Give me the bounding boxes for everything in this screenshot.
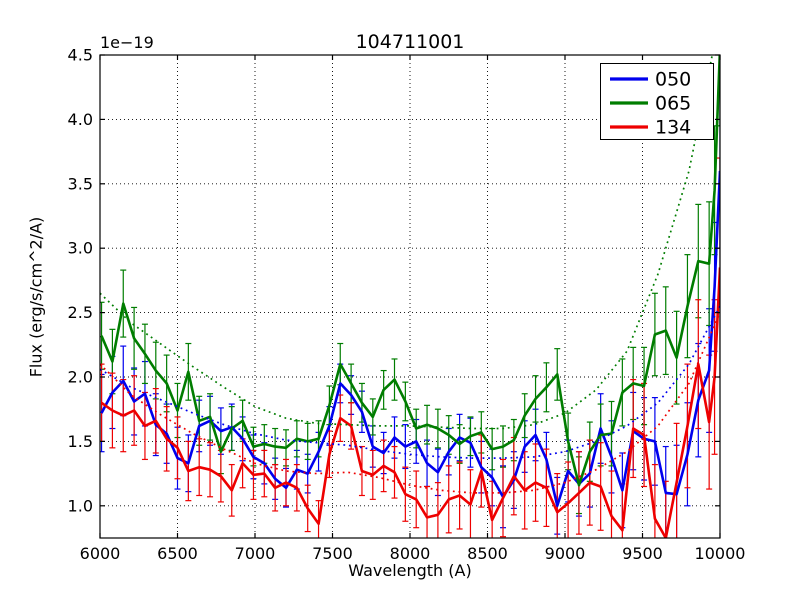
tick-marks	[99, 54, 721, 538]
x-tick-label: 10000	[695, 544, 746, 563]
x-tick-label: 9000	[545, 544, 586, 563]
y-tick-labels: 1.0 1.5 2.0 2.5 3.0 3.5 4.0 4.5	[68, 46, 93, 516]
x-tick-label: 7000	[235, 544, 276, 563]
y-tick-label: 3.0	[68, 239, 93, 258]
y-tick-label: 4.5	[68, 46, 93, 65]
x-axis-label: Wavelength (A)	[348, 561, 472, 580]
x-tick-label: 9500	[622, 544, 663, 563]
legend-label-134: 134	[655, 117, 691, 139]
y-tick-label: 1.5	[68, 432, 93, 451]
chart-title: 104711001	[355, 31, 465, 53]
model-line-134-model	[100, 312, 720, 494]
x-tick-label: 8000	[390, 544, 431, 563]
legend-label-065: 065	[655, 93, 691, 115]
y-tick-label: 3.5	[68, 174, 93, 193]
y-tick-label: 2.5	[68, 303, 93, 322]
legend-label-050: 050	[655, 69, 691, 91]
model-line-050-model	[100, 305, 720, 459]
y-axis-offset-label: 1e−19	[100, 33, 154, 52]
y-tick-label: 4.0	[68, 110, 93, 129]
y-axis-label: Flux (erg/s/cm^2/A)	[26, 216, 46, 378]
x-tick-label: 6500	[157, 544, 198, 563]
series-line-050	[100, 170, 720, 508]
x-tick-label: 7500	[312, 544, 353, 563]
y-tick-label: 2.0	[68, 368, 93, 387]
series-line-065	[100, 55, 720, 487]
x-tick-labels: 6000 6500 7000 7500 8000 8500 9000 9500 10000	[80, 544, 746, 563]
y-tick-label: 1.0	[68, 496, 93, 515]
x-tick-label: 8500	[467, 544, 508, 563]
plot-data-area	[100, 55, 720, 538]
series-line-134	[100, 267, 720, 538]
x-tick-label: 6000	[80, 544, 121, 563]
error-bars-134	[100, 157, 720, 538]
